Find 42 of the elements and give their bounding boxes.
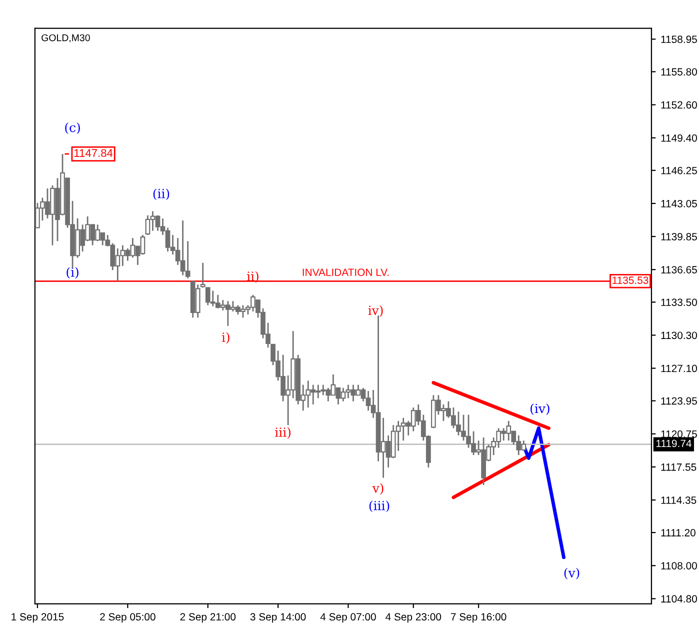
ref-line-label: INVALIDATION LV. bbox=[302, 268, 389, 276]
annotation: (iii) bbox=[369, 500, 390, 512]
annotation: iv) bbox=[368, 305, 383, 317]
y-tick-label: 1104.80 bbox=[661, 595, 697, 603]
y-tick-label: 1155.80 bbox=[661, 68, 697, 76]
x-tick-label: 4 Sep 07:00 bbox=[320, 613, 376, 623]
x-tick-label: 1 Sep 2015 bbox=[12, 613, 64, 623]
y-tick-label: 1120.75 bbox=[661, 430, 697, 438]
annotation: (i) bbox=[66, 267, 78, 279]
x-tick-label: 7 Sep 16:00 bbox=[450, 613, 506, 623]
annotation: i) bbox=[222, 332, 230, 344]
annotation: 1135.53 bbox=[612, 276, 648, 284]
y-tick-label: 1111.20 bbox=[661, 529, 696, 536]
annotation: iii) bbox=[275, 427, 291, 439]
y-tick-label: 1133.50 bbox=[661, 298, 697, 306]
y-tick-label: 1139.85 bbox=[661, 233, 697, 240]
text: GOLD,M30 bbox=[42, 34, 90, 42]
x-tick-label: 2 Sep 05:00 bbox=[100, 613, 156, 623]
y-tick-label: 1114.35 bbox=[661, 496, 696, 504]
y-tick-label: 1123.95 bbox=[661, 397, 697, 405]
line-series bbox=[522, 426, 566, 560]
y-tick-label: 1149.40 bbox=[661, 134, 697, 142]
annotation: v) bbox=[372, 483, 384, 495]
x-tick-label: 4 Sep 23:00 bbox=[386, 613, 442, 623]
y-tick-label: 1158.95 bbox=[661, 36, 697, 44]
y-tick-label: 1152.60 bbox=[661, 101, 697, 109]
y-tick-label: 1146.25 bbox=[661, 166, 697, 174]
y-tick-label: 1130.30 bbox=[661, 332, 697, 340]
candlestick bbox=[200, 262, 206, 288]
annotation: 1147.84 bbox=[74, 149, 113, 157]
x-tick-label: 2 Sep 21:00 bbox=[180, 613, 236, 623]
annotation: (v) bbox=[564, 568, 580, 580]
ref-line-label: 1119.74 bbox=[656, 440, 692, 448]
y-tick-label: 1108.00 bbox=[661, 562, 697, 570]
annotation: (c) bbox=[65, 122, 80, 134]
annotation: (iv) bbox=[530, 404, 550, 415]
y-tick-label: 1127.10 bbox=[661, 364, 697, 372]
y-tick-label: 1117.55 bbox=[661, 464, 696, 471]
annotation: (ii) bbox=[153, 188, 170, 200]
y-tick-label: 1143.05 bbox=[661, 200, 697, 208]
x-tick-label: 3 Sep 14:00 bbox=[250, 613, 306, 623]
y-tick-label: 1136.65 bbox=[661, 266, 697, 274]
